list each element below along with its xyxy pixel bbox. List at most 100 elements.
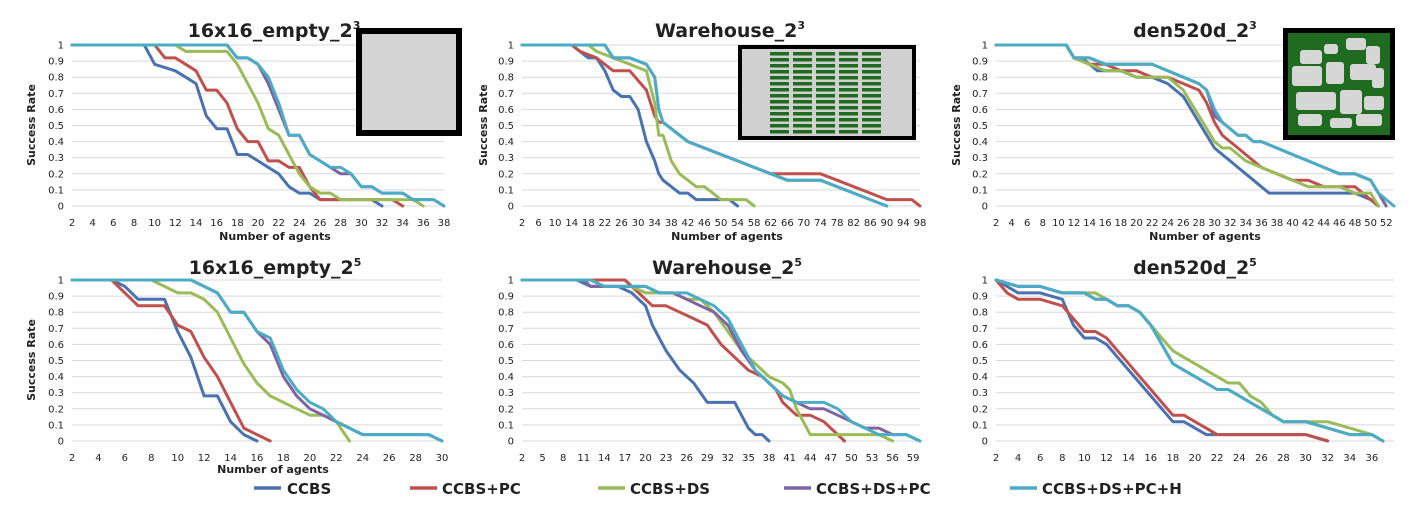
x-tick-label: 78 (831, 218, 844, 229)
x-tick-label: 12 (1100, 453, 1113, 464)
shelf-block (839, 52, 858, 56)
shelf-block (793, 52, 812, 56)
series-line-ccbs-ds (70, 278, 351, 443)
x-tick-label: 6 (122, 453, 128, 464)
map-free-space (1356, 114, 1382, 126)
shelf-block (862, 124, 881, 128)
x-tick-label: 44 (1317, 218, 1330, 229)
x-tick-label: 2 (993, 218, 999, 229)
x-tick-label: 20 (639, 453, 652, 464)
shelf-block (816, 52, 835, 56)
x-tick-label: 28 (409, 453, 422, 464)
map-thumbnail-den (1283, 28, 1395, 140)
x-tick-label: 38 (763, 453, 776, 464)
x-tick-label: 8 (131, 218, 137, 229)
x-tick-label: 41 (783, 453, 796, 464)
y-axis-label: Success Rate (25, 84, 38, 166)
y-tick-label: 0.7 (498, 89, 514, 100)
x-tick-label: 29 (701, 453, 714, 464)
series-line-ccbs-pc (520, 278, 846, 443)
y-tick-label: 0.5 (972, 121, 988, 132)
shelf-block (839, 130, 858, 134)
series-line-ccbs (994, 43, 1380, 208)
map-free-space (1366, 46, 1380, 64)
shelf-block (770, 112, 789, 116)
shelf-block (839, 112, 858, 116)
y-tick-label: 0.8 (498, 73, 514, 84)
legend-label: CCBS+DS+PC+H (1042, 480, 1182, 498)
x-tick-label: 2 (993, 453, 999, 464)
shelf-block (862, 106, 881, 110)
legend-item: CCBS+PC (410, 480, 521, 498)
chart-title: 16x16_empty_25 (189, 256, 362, 279)
x-tick-label: 20 (1189, 453, 1202, 464)
shelf-block (770, 52, 789, 56)
shelf-block (862, 76, 881, 80)
x-tick-label: 54 (731, 218, 744, 229)
shelf-block (770, 100, 789, 104)
shelf-block (816, 58, 835, 62)
chart-title: Warehouse_25 (652, 256, 802, 279)
shelf-block (770, 130, 789, 134)
y-tick-label: 0.2 (972, 169, 988, 180)
x-tick-label: 38 (438, 218, 451, 229)
shelf-block (816, 112, 835, 116)
y-tick-label: 0.2 (48, 404, 64, 415)
y-tick-label: 0.6 (972, 340, 988, 351)
shelf-block (793, 70, 812, 74)
x-tick-label: 14 (1122, 453, 1135, 464)
x-tick-label: 14 (598, 453, 611, 464)
shelf-block (816, 76, 835, 80)
y-tick-label: 0 (982, 437, 988, 448)
shelf-block (816, 70, 835, 74)
shelf-block (816, 106, 835, 110)
x-tick-label: 14 (1083, 218, 1096, 229)
shelf-block (862, 88, 881, 92)
y-tick-label: 0.3 (48, 153, 64, 164)
map-free-space (1372, 68, 1384, 88)
x-tick-label: 8 (148, 453, 154, 464)
shelf-block (862, 70, 881, 74)
y-tick-label: 0.8 (48, 308, 64, 319)
shelf-block (816, 64, 835, 68)
x-tick-label: 53 (866, 453, 879, 464)
shelf-block (793, 94, 812, 98)
x-tick-label: 70 (798, 218, 811, 229)
y-tick-label: 0.9 (48, 292, 64, 303)
x-tick-label: 14 (190, 218, 203, 229)
chart-title-superscript: 3 (1249, 19, 1257, 32)
y-tick-label: 0.7 (972, 324, 988, 335)
y-tick-label: 0.6 (48, 340, 64, 351)
x-tick-label: 22 (599, 218, 612, 229)
x-tick-label: 12 (169, 218, 182, 229)
x-tick-label: 22 (272, 218, 285, 229)
x-tick-label: 62 (764, 218, 777, 229)
y-tick-label: 0.9 (498, 57, 514, 68)
y-tick-label: 0 (508, 437, 514, 448)
x-tick-label: 34 (1343, 453, 1356, 464)
map-free-space (1340, 90, 1362, 114)
y-tick-label: 0.6 (972, 105, 988, 116)
map-floor (362, 34, 456, 130)
x-axis-label: Number of agents (671, 230, 783, 243)
x-tick-label: 28 (1193, 218, 1206, 229)
y-tick-label: 1 (58, 276, 64, 287)
y-tick-label: 1 (982, 41, 988, 52)
map-thumbnail-empty (356, 28, 462, 136)
chart-title: den520d_23 (1133, 19, 1257, 42)
y-tick-label: 0.2 (972, 404, 988, 415)
x-tick-label: 4 (95, 453, 101, 464)
y-tick-label: 0.8 (972, 73, 988, 84)
x-tick-label: 24 (356, 453, 369, 464)
y-tick-label: 0.1 (498, 185, 514, 196)
x-tick-label: 16 (251, 453, 264, 464)
x-tick-label: 26 (680, 453, 693, 464)
shelf-block (862, 82, 881, 86)
series-line-ccbs-ds (70, 43, 425, 208)
y-tick-label: 0.2 (498, 169, 514, 180)
x-tick-label: 2 (69, 218, 75, 229)
x-tick-label: 20 (252, 218, 265, 229)
chart-title: Warehouse_23 (655, 19, 805, 42)
shelf-block (793, 112, 812, 116)
